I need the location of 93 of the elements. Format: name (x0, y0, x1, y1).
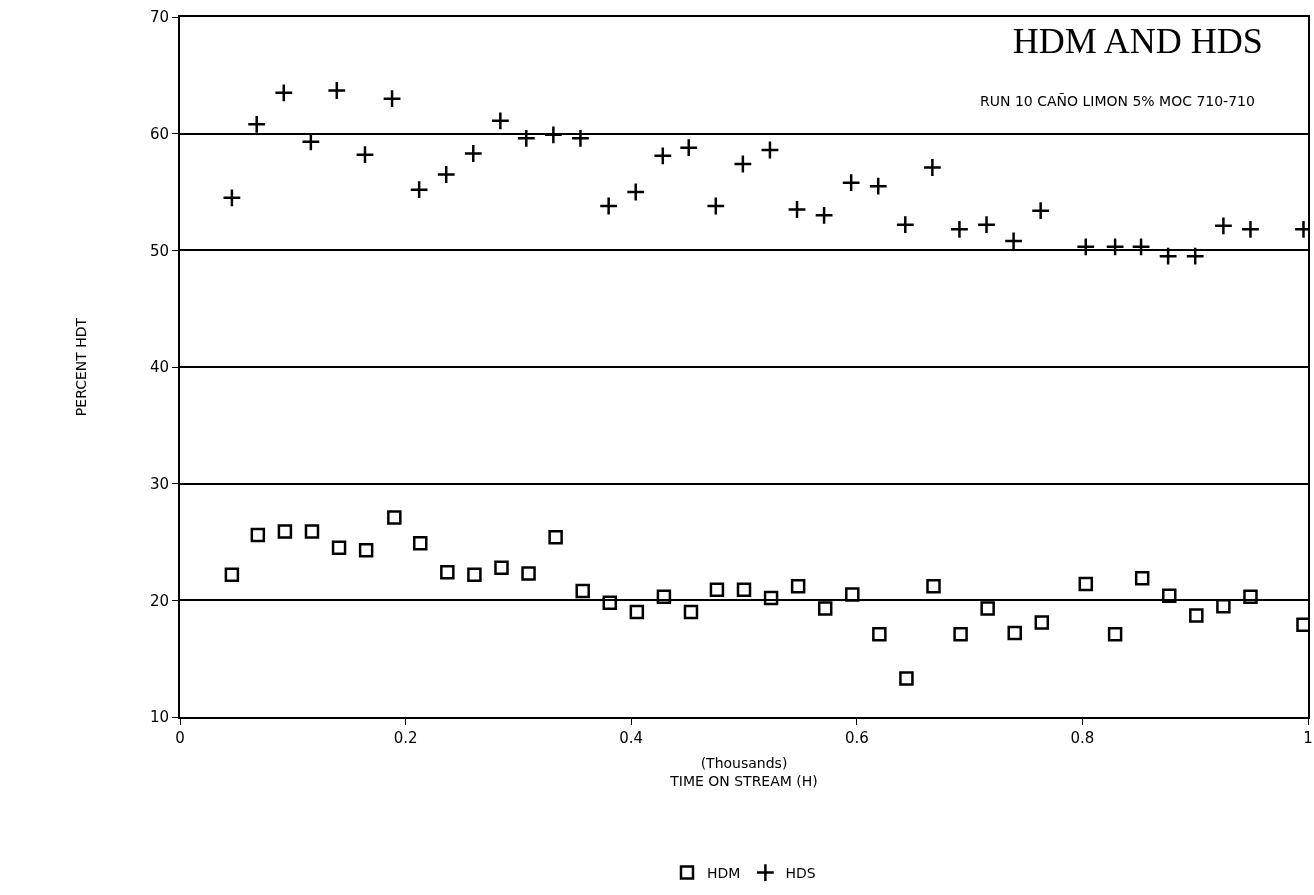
point (980, 601, 995, 616)
x-tick-label: 0 (175, 729, 185, 747)
point (683, 604, 699, 620)
y-axis-title: PERCENT HDT (73, 317, 90, 417)
y-tick-label: 20 (149, 591, 169, 610)
point (521, 566, 536, 581)
point (733, 154, 753, 174)
point (222, 188, 242, 208)
point (872, 626, 887, 642)
point (763, 590, 779, 606)
y-tick-label: 60 (149, 124, 169, 143)
text: RUN 10 CAÑO LIMON 5% MOC 710-710 (980, 93, 1255, 109)
legend-label: HDS (785, 865, 816, 882)
point (841, 173, 861, 193)
point (1007, 625, 1022, 641)
point (327, 80, 347, 101)
x-axis-title: (Thousands) TIME ON STREAM (H) (669, 754, 818, 789)
point (679, 138, 699, 158)
point (922, 157, 943, 178)
y-tick-label: 10 (149, 708, 169, 727)
x-tick-label: 1 (1303, 729, 1313, 747)
point (845, 587, 860, 602)
point (436, 164, 456, 185)
point (868, 176, 888, 196)
point (358, 542, 374, 558)
point (250, 527, 266, 543)
point (277, 524, 293, 539)
point (331, 540, 347, 556)
legend-label: HDM (707, 865, 741, 882)
point (895, 215, 915, 235)
point (1134, 570, 1150, 586)
point (575, 583, 590, 599)
point (1162, 588, 1177, 603)
point (817, 601, 833, 616)
x-tick-label: 0.2 (393, 729, 418, 747)
point (1034, 615, 1050, 630)
point (355, 145, 375, 165)
point (814, 205, 834, 225)
point (760, 140, 780, 160)
point (706, 196, 726, 216)
point (247, 114, 267, 134)
point (653, 146, 673, 166)
point (387, 510, 402, 525)
point (602, 595, 618, 610)
point (301, 132, 321, 152)
point (1031, 201, 1051, 221)
point (494, 560, 509, 575)
point (790, 579, 806, 594)
point (440, 565, 455, 580)
point (1078, 576, 1094, 592)
point (1105, 237, 1125, 257)
y-tick-label: 30 (149, 474, 169, 493)
point (570, 128, 591, 148)
point (304, 524, 320, 539)
point (413, 535, 428, 551)
point (1243, 589, 1258, 605)
point (548, 530, 563, 545)
point (629, 604, 645, 620)
point (382, 89, 402, 109)
point (709, 582, 725, 598)
x-tick-label: 0.8 (1070, 729, 1095, 747)
point (274, 83, 294, 103)
y-tick-label: 50 (149, 241, 169, 260)
point (463, 143, 483, 164)
point (490, 111, 510, 131)
point (409, 180, 429, 200)
point (516, 128, 536, 148)
chart-title: HDM AND HDS (1012, 20, 1263, 61)
point (976, 215, 997, 235)
y-tick-label: 70 (149, 8, 169, 27)
point (926, 579, 941, 594)
point (598, 196, 619, 216)
point (1213, 216, 1234, 236)
point (1131, 237, 1151, 257)
point (656, 589, 672, 605)
point (1107, 626, 1123, 642)
point (224, 567, 240, 582)
point (1003, 231, 1024, 251)
point (1076, 237, 1096, 257)
point (626, 182, 646, 202)
point (899, 671, 914, 686)
point (787, 199, 807, 220)
x-tick-label: 0.4 (619, 729, 644, 747)
x-tick-label: 0.6 (844, 729, 869, 747)
y-tick-label: 40 (149, 358, 169, 377)
point (467, 567, 482, 582)
point (953, 626, 968, 642)
point (1158, 246, 1178, 266)
point (1240, 219, 1261, 239)
point (1185, 246, 1205, 266)
point (736, 582, 752, 598)
point (1189, 608, 1204, 623)
point (949, 219, 970, 239)
